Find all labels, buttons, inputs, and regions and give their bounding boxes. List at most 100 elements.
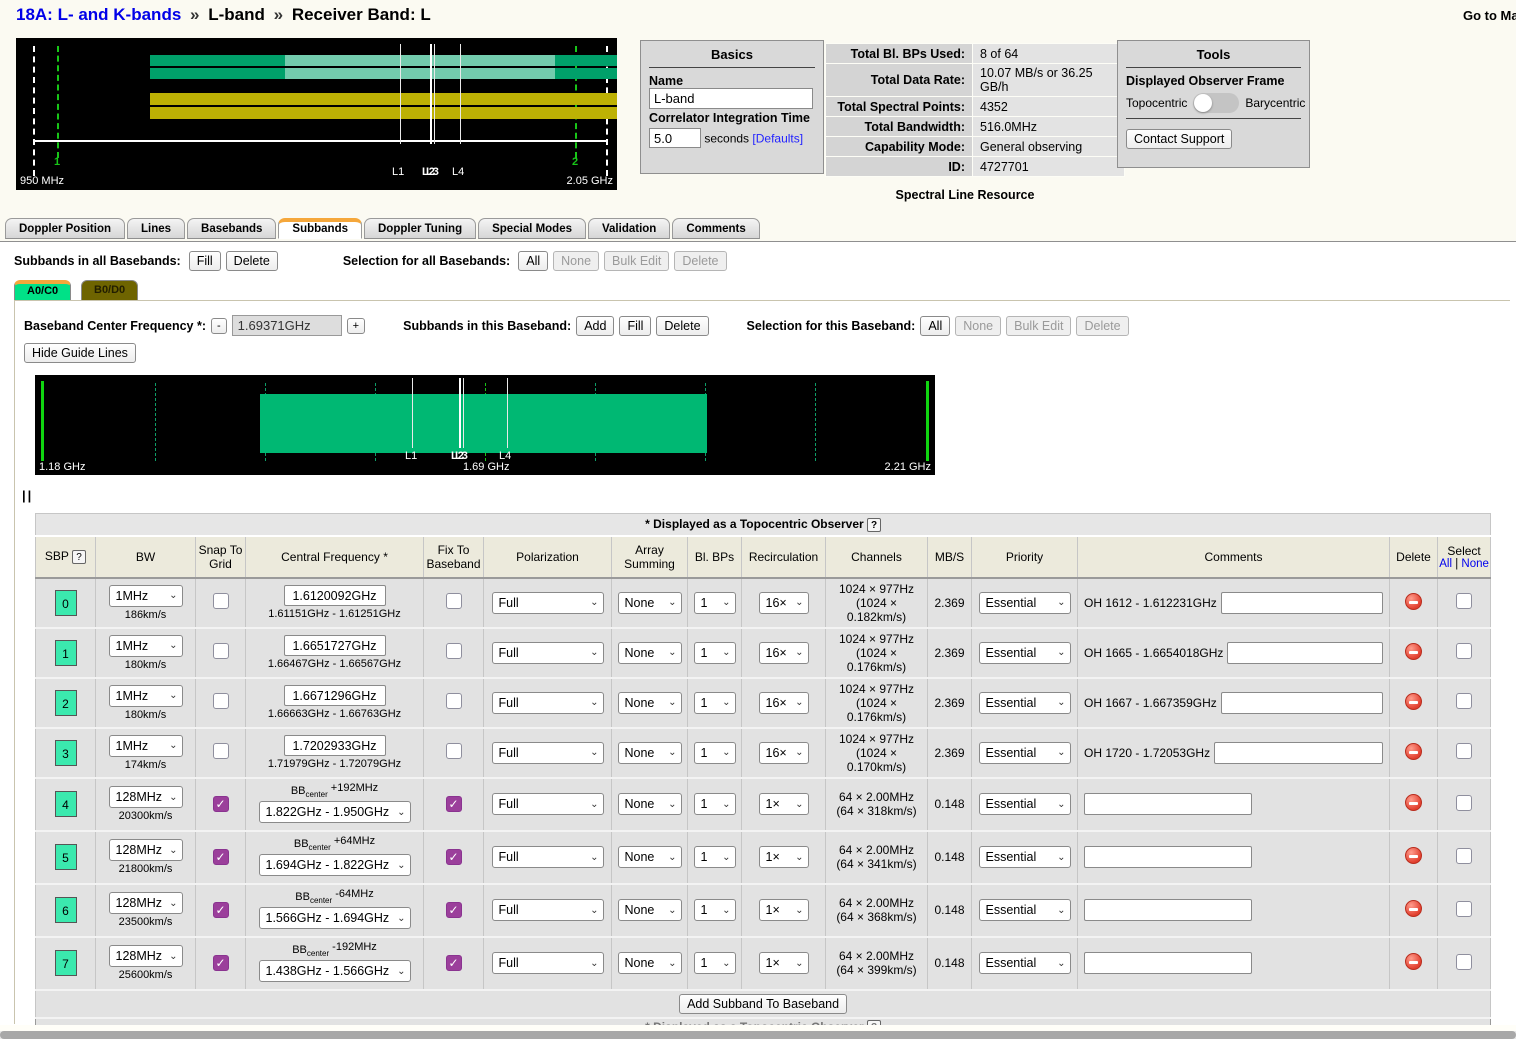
row-select-checkbox[interactable]	[1456, 901, 1472, 917]
comment-input[interactable]	[1084, 793, 1252, 815]
polarization-select[interactable]: Full⌄	[492, 742, 604, 764]
delete-subband-icon[interactable]	[1405, 693, 1422, 710]
polarization-select[interactable]: Full⌄	[492, 692, 604, 714]
snap-to-grid-checkbox[interactable]	[213, 693, 229, 709]
comment-input[interactable]	[1221, 692, 1383, 714]
bandwidth-select[interactable]: 128MHz⌄	[109, 945, 183, 967]
bl-bps-select[interactable]: 1⌄	[694, 793, 736, 815]
bl-bps-select[interactable]: 1⌄	[694, 642, 736, 664]
recirculation-select[interactable]: 1×⌄	[759, 846, 809, 868]
freq-decrement-button[interactable]: -	[211, 318, 227, 334]
tab-special-modes[interactable]: Special Modes	[478, 218, 586, 239]
add-subband-button[interactable]: Add	[576, 316, 614, 336]
tab-doppler-tuning[interactable]: Doppler Tuning	[364, 218, 476, 239]
select-all-button[interactable]: All	[518, 251, 548, 271]
array-summing-select[interactable]: None⌄	[618, 846, 682, 868]
recirculation-select[interactable]: 16×⌄	[759, 692, 809, 714]
baseband-tab-b0d0[interactable]: B0/D0	[81, 280, 138, 301]
array-summing-select[interactable]: None⌄	[618, 692, 682, 714]
bl-bps-select[interactable]: 1⌄	[694, 742, 736, 764]
delete-subband-icon[interactable]	[1405, 643, 1422, 660]
comment-input[interactable]	[1221, 592, 1383, 614]
recirculation-select[interactable]: 1×⌄	[759, 793, 809, 815]
contact-support-button[interactable]: Contact Support	[1126, 129, 1232, 149]
help-icon[interactable]: ?	[867, 518, 881, 532]
delete-subband-icon[interactable]	[1405, 847, 1422, 864]
delete-bb-button[interactable]: Delete	[656, 316, 708, 336]
central-frequency-input[interactable]	[284, 585, 386, 606]
priority-select[interactable]: Essential⌄	[979, 952, 1071, 974]
comment-input[interactable]	[1084, 899, 1252, 921]
fix-to-baseband-checkbox[interactable]	[446, 643, 462, 659]
fix-to-baseband-checkbox[interactable]	[446, 593, 462, 609]
fix-to-baseband-checkbox[interactable]: ✓	[446, 849, 462, 865]
resize-handle[interactable]: ||	[22, 488, 36, 502]
snap-to-grid-checkbox[interactable]: ✓	[213, 955, 229, 971]
integration-time-input[interactable]	[649, 128, 701, 148]
select-none-link[interactable]: None	[1461, 558, 1489, 570]
bandwidth-select[interactable]: 128MHz⌄	[109, 839, 183, 861]
row-select-checkbox[interactable]	[1456, 643, 1472, 659]
add-subband-to-baseband-button[interactable]: Add Subband To Baseband	[679, 994, 847, 1014]
snap-to-grid-checkbox[interactable]: ✓	[213, 849, 229, 865]
recirculation-select[interactable]: 16×⌄	[759, 592, 809, 614]
select-all-link[interactable]: All	[1439, 558, 1452, 570]
priority-select[interactable]: Essential⌄	[979, 899, 1071, 921]
snap-to-grid-checkbox[interactable]	[213, 593, 229, 609]
comment-input[interactable]	[1084, 952, 1252, 974]
bl-bps-select[interactable]: 1⌄	[694, 899, 736, 921]
fix-to-baseband-checkbox[interactable]: ✓	[446, 902, 462, 918]
polarization-select[interactable]: Full⌄	[492, 952, 604, 974]
comment-input[interactable]	[1214, 742, 1383, 764]
row-select-checkbox[interactable]	[1456, 743, 1472, 759]
bl-bps-select[interactable]: 1⌄	[694, 846, 736, 868]
delete-subband-icon[interactable]	[1405, 953, 1422, 970]
bandwidth-select[interactable]: 1MHz⌄	[109, 735, 183, 757]
polarization-select[interactable]: Full⌄	[492, 793, 604, 815]
fix-to-baseband-checkbox[interactable]: ✓	[446, 955, 462, 971]
delete-selected-button[interactable]: Delete	[674, 251, 726, 271]
row-select-checkbox[interactable]	[1456, 795, 1472, 811]
tab-lines[interactable]: Lines	[127, 218, 185, 239]
fix-to-baseband-checkbox[interactable]: ✓	[446, 796, 462, 812]
bb-center-freq-input[interactable]	[232, 315, 342, 336]
select-none-button[interactable]: None	[553, 251, 599, 271]
recirculation-select[interactable]: 1×⌄	[759, 952, 809, 974]
array-summing-select[interactable]: None⌄	[618, 642, 682, 664]
tab-subbands[interactable]: Subbands	[278, 218, 362, 239]
bandwidth-select[interactable]: 1MHz⌄	[109, 585, 183, 607]
array-summing-select[interactable]: None⌄	[618, 952, 682, 974]
priority-select[interactable]: Essential⌄	[979, 793, 1071, 815]
fix-to-baseband-checkbox[interactable]	[446, 743, 462, 759]
fix-to-baseband-checkbox[interactable]	[446, 693, 462, 709]
array-summing-select[interactable]: None⌄	[618, 899, 682, 921]
bandwidth-select[interactable]: 128MHz⌄	[109, 892, 183, 914]
recirculation-select[interactable]: 16×⌄	[759, 642, 809, 664]
central-frequency-select[interactable]: 1.694GHz - 1.822GHz⌄	[259, 854, 411, 876]
polarization-select[interactable]: Full⌄	[492, 642, 604, 664]
baseband-tab-a0c0[interactable]: A0/C0	[14, 280, 71, 301]
defaults-link[interactable]: [Defaults]	[752, 132, 803, 146]
snap-to-grid-checkbox[interactable]	[213, 743, 229, 759]
polarization-select[interactable]: Full⌄	[492, 592, 604, 614]
tab-doppler-position[interactable]: Doppler Position	[5, 218, 125, 239]
observer-frame-toggle[interactable]	[1193, 93, 1239, 113]
delete-subband-icon[interactable]	[1405, 794, 1422, 811]
bl-bps-select[interactable]: 1⌄	[694, 952, 736, 974]
row-select-checkbox[interactable]	[1456, 954, 1472, 970]
snap-to-grid-checkbox[interactable]: ✓	[213, 902, 229, 918]
fill-all-button[interactable]: Fill	[189, 251, 221, 271]
snap-to-grid-checkbox[interactable]: ✓	[213, 796, 229, 812]
select-all-bb-button[interactable]: All	[920, 316, 950, 336]
priority-select[interactable]: Essential⌄	[979, 742, 1071, 764]
polarization-select[interactable]: Full⌄	[492, 899, 604, 921]
polarization-select[interactable]: Full⌄	[492, 846, 604, 868]
comment-input[interactable]	[1084, 846, 1252, 868]
central-frequency-input[interactable]	[284, 635, 386, 656]
delete-all-button[interactable]: Delete	[226, 251, 278, 271]
array-summing-select[interactable]: None⌄	[618, 742, 682, 764]
toggle-knob[interactable]	[1194, 94, 1212, 112]
freq-increment-button[interactable]: +	[347, 318, 365, 334]
delete-selected-bb-button[interactable]: Delete	[1076, 316, 1128, 336]
central-frequency-select[interactable]: 1.438GHz - 1.566GHz⌄	[259, 960, 411, 982]
